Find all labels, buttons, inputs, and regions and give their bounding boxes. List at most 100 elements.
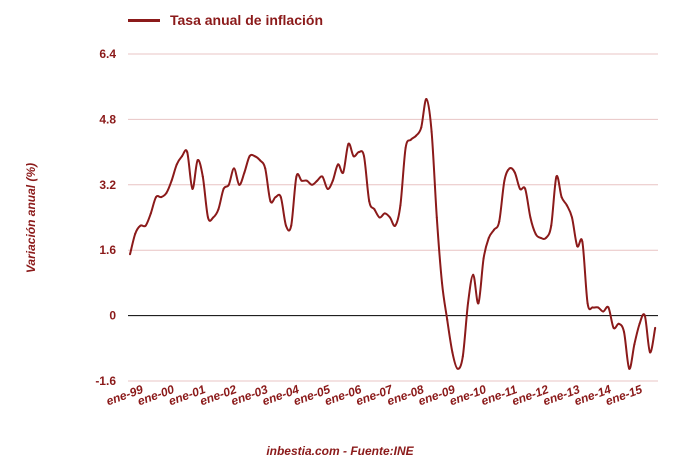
- y-tick-label: 6.4: [99, 47, 116, 61]
- data-point: [139, 224, 142, 227]
- data-point: [404, 147, 407, 149]
- data-point: [435, 216, 438, 219]
- data-point: [415, 134, 417, 137]
- data-point: [243, 171, 246, 174]
- data-point: [482, 257, 485, 260]
- data-point: [290, 224, 293, 227]
- data-point: [550, 224, 553, 227]
- data-point: [545, 236, 547, 239]
- data-point: [212, 216, 215, 219]
- data-point: [321, 175, 324, 178]
- data-point: [602, 310, 605, 313]
- data-point: [352, 155, 355, 158]
- legend: Tasa anual de inflación: [128, 12, 323, 28]
- data-point: [331, 179, 334, 182]
- grid: [128, 53, 658, 382]
- data-point: [623, 330, 625, 333]
- data-point: [285, 224, 287, 227]
- y-axis-ticks: -1.6 0 1.6 3.2 4.8 6.4: [95, 47, 116, 388]
- data-point: [253, 155, 256, 158]
- data-point: [227, 183, 230, 186]
- data-point: [441, 281, 443, 284]
- data-point: [628, 367, 631, 370]
- data-point: [493, 228, 495, 231]
- data-point: [560, 196, 563, 199]
- data-point: [363, 155, 365, 158]
- data-point: [181, 155, 183, 158]
- data-point: [316, 179, 319, 182]
- data-point: [144, 224, 147, 227]
- data-point: [597, 306, 599, 309]
- data-point: [425, 98, 428, 100]
- data-point: [149, 212, 152, 215]
- data-point: [295, 175, 298, 178]
- data-point: [519, 187, 521, 190]
- data-point: [612, 326, 615, 329]
- legend-swatch: [128, 18, 160, 22]
- data-point: [373, 208, 376, 211]
- data-point: [248, 155, 251, 158]
- data-point: [160, 196, 163, 199]
- data-point: [399, 204, 402, 207]
- data-point: [513, 171, 516, 174]
- data-point: [565, 204, 568, 207]
- data-point: [529, 216, 532, 219]
- data-point: [233, 167, 235, 170]
- data-point: [378, 216, 381, 219]
- data-point: [300, 179, 303, 182]
- data-point: [357, 151, 360, 154]
- y-axis-label: Variación anual (%): [24, 162, 38, 274]
- data-point: [524, 187, 527, 190]
- data-point: [586, 302, 589, 305]
- x-tick-label: ene-15: [604, 382, 645, 408]
- data-point: [643, 314, 646, 317]
- data-point: [264, 167, 267, 170]
- data-point: [555, 175, 558, 178]
- series-layer: [129, 97, 657, 370]
- x-axis-ticks: ene-99ene-00ene-01ene-02ene-03ene-04ene-…: [104, 382, 644, 409]
- data-point: [207, 216, 209, 219]
- data-point: [498, 220, 501, 223]
- data-point: [633, 343, 636, 346]
- legend-label: Tasa anual de inflación: [170, 12, 324, 28]
- data-point: [487, 236, 490, 239]
- y-tick-label: 4.8: [99, 112, 116, 126]
- y-tick-label: -1.6: [95, 374, 116, 388]
- data-point: [279, 196, 282, 199]
- data-point: [430, 130, 433, 133]
- data-point: [196, 159, 199, 162]
- data-point: [165, 192, 168, 194]
- data-point: [649, 351, 651, 354]
- data-point: [503, 179, 506, 182]
- data-point: [222, 187, 225, 190]
- data-point: [571, 216, 573, 219]
- series-line-inflacion: [129, 97, 657, 370]
- data-point: [170, 179, 173, 182]
- data-point: [129, 253, 131, 256]
- data-point: [467, 302, 469, 305]
- data-point: [259, 159, 261, 162]
- data-point: [305, 179, 308, 182]
- data-point: [508, 167, 511, 170]
- data-point: [638, 322, 641, 325]
- data-point: [155, 196, 157, 199]
- data-point: [191, 187, 194, 190]
- data-point: [175, 163, 178, 166]
- data-point: [347, 142, 350, 145]
- data-point: [420, 126, 423, 129]
- data-point: [472, 273, 475, 276]
- y-tick-label: 0: [109, 309, 116, 323]
- data-point: [337, 163, 339, 166]
- data-point: [394, 224, 397, 227]
- data-point: [591, 306, 594, 309]
- data-point: [368, 200, 371, 203]
- data-point: [274, 196, 277, 199]
- data-point: [383, 212, 386, 215]
- source-note: inbestia.com - Fuente:INE: [266, 444, 414, 458]
- data-point: [238, 183, 241, 186]
- data-point: [607, 306, 610, 309]
- data-point: [326, 187, 329, 190]
- data-point: [576, 245, 579, 248]
- data-point: [311, 183, 313, 186]
